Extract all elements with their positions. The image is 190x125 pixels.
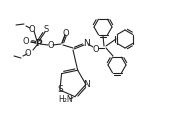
Text: O: O [23,38,29,46]
Text: N: N [84,80,90,89]
Text: O: O [25,48,31,58]
Text: O: O [93,44,99,54]
Text: N: N [83,38,89,48]
Text: O: O [63,28,69,38]
Text: O: O [29,24,35,34]
Text: S: S [57,86,63,94]
Text: P: P [35,38,41,48]
Text: S: S [43,24,49,34]
Text: H₂N: H₂N [59,95,73,104]
Text: O: O [48,40,54,50]
